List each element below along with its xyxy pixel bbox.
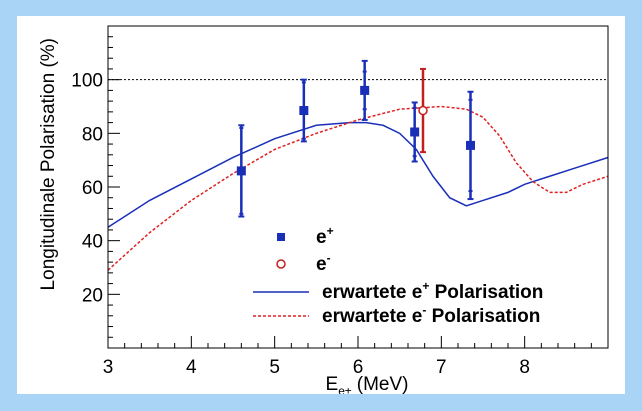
x-tick-label: 4 [186, 357, 197, 378]
data-point-positron [236, 166, 246, 176]
x-tick-label: 3 [103, 357, 114, 378]
axes: 3 4 5 6 7 8 20 40 60 80 100 [71, 25, 609, 378]
legend-label-electron-expected: erwartete e- Polarisation [322, 303, 540, 327]
y-tick-label: 100 [71, 71, 103, 92]
x-tick-label: 5 [269, 357, 280, 378]
y-tick-label: 20 [82, 285, 103, 306]
plot-area [107, 59, 609, 271]
y-tick-label: 80 [82, 124, 103, 145]
data-point-electron [418, 105, 428, 116]
series-line-electron [107, 105, 609, 271]
legend-label-electron: e- [316, 251, 331, 275]
chart-frame: 3 4 5 6 7 8 20 40 60 80 100 e+ e-erwartete e+ Polar… [17, 16, 625, 394]
y-tick-label: 40 [82, 232, 103, 253]
legend-marker-positron [277, 233, 285, 241]
legend-marker-electron [276, 259, 286, 269]
series-line-positron [107, 121, 609, 228]
data-point-positron [466, 140, 475, 150]
data-point-positron [410, 127, 420, 137]
x-tick-label: 6 [353, 357, 364, 378]
y-tick-label: 60 [82, 178, 103, 199]
y-axis-title: Longitudinale Polarisation (%) [38, 38, 59, 290]
x-tick-label: 8 [519, 357, 530, 378]
data-point-positron [299, 106, 309, 116]
legend-label-positron-expected: erwartete e+ Polarisation [322, 279, 543, 303]
data-point-positron [360, 85, 370, 95]
x-tick-label: 7 [436, 357, 447, 378]
legend-label-positron: e+ [316, 224, 334, 248]
x-axis-title: Ee± (MeV) [326, 374, 409, 394]
axis-labels: Longitudinale Polarisation (%) Ee± (MeV) [38, 38, 408, 394]
chart: 3 4 5 6 7 8 20 40 60 80 100 e+ e-erwartete e+ Polar… [38, 25, 609, 394]
